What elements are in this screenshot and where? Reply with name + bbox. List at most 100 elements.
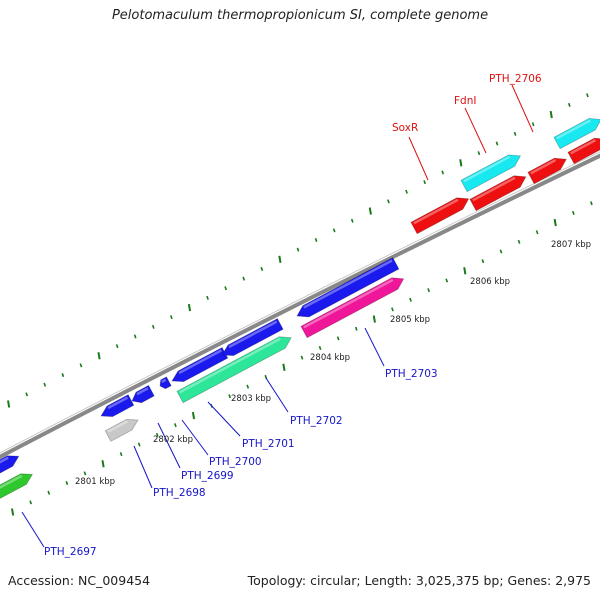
upper-tick (586, 93, 589, 98)
gene-PTH_2697 (0, 455, 20, 474)
backbone-highlight (0, 151, 600, 454)
upper-tick (332, 228, 336, 233)
upper-tick (242, 276, 246, 281)
lower-tick (191, 411, 196, 420)
kbp-label: 2804 kbp (310, 353, 350, 363)
upper-tick (314, 237, 318, 243)
upper-tick (549, 110, 553, 119)
upper-tick (61, 373, 65, 378)
lower-tick (282, 363, 286, 371)
leader-PTH_2700 (181, 419, 209, 456)
lower-tick (553, 218, 557, 227)
lower-tick (246, 384, 250, 389)
lower-tick (354, 326, 358, 331)
lower-tick (300, 355, 304, 360)
leader-PTH_2702 (265, 377, 289, 413)
upper-tick (43, 382, 47, 387)
gene-PTH_2698 (104, 418, 139, 442)
lower-tick (65, 481, 69, 486)
kbp-label: 2803 kbp (231, 394, 271, 404)
upper-tick (278, 255, 282, 263)
kbp-label: 2806 kbp (470, 277, 510, 287)
lower-tick (11, 508, 15, 516)
gene-red-edge (567, 137, 600, 165)
upper-tick (296, 247, 300, 252)
upper-tick (513, 131, 517, 136)
lower-tick (571, 210, 575, 215)
upper-tick (405, 189, 408, 194)
leader-PTH_2703 (364, 327, 385, 367)
gene-small (159, 376, 172, 390)
lower-tick (517, 239, 521, 244)
upper-tick (79, 363, 83, 368)
gene-FdnI (469, 175, 527, 212)
gene-red-right (527, 157, 567, 185)
lower-tick (336, 336, 340, 341)
upper-tick (495, 141, 499, 146)
lower-tick (29, 500, 33, 505)
gene-cyan-1 (460, 154, 522, 193)
upper-tick (423, 180, 426, 185)
kbp-labels: 2801 kbp 2802 kbp 2803 kbp 2804 kbp 2805 kbp… (75, 240, 591, 487)
gene-PTH_2702 (176, 336, 292, 404)
gene-PTH_2699 (100, 394, 135, 418)
upper-tick (187, 303, 192, 312)
gene-PTH_2703 (300, 277, 405, 339)
gene-PTH_2703-top (296, 257, 400, 318)
lower-tick (463, 267, 467, 275)
gene-labels: PTH_2697 PTH_2698 PTH_2699 PTH_2700 PTH_2701… (44, 73, 542, 558)
leader-PTH_2701 (207, 401, 241, 437)
lower-tick (318, 345, 322, 351)
lower-tick (137, 442, 141, 447)
upper-tick (151, 324, 155, 329)
upper-tick (531, 122, 535, 127)
upper-tick (350, 218, 354, 223)
upper-tick (25, 392, 29, 397)
lower-tick (409, 297, 412, 302)
gene-PTH_2701a (171, 346, 229, 383)
lower-tick (47, 490, 51, 495)
upper-tick (170, 315, 173, 320)
label-PTH_2706: PTH_2706 (489, 73, 542, 85)
upper-tick (224, 286, 228, 291)
lower-tick (101, 460, 105, 468)
label-PTH_2700: PTH_2700 (209, 456, 262, 468)
leader-FdnI (464, 107, 487, 154)
kbp-label: 2802 kbp (153, 435, 193, 445)
lower-tick (372, 315, 376, 323)
kbp-label: 2805 kbp (390, 315, 430, 325)
upper-tick (133, 334, 137, 339)
label-PTH_2697: PTH_2697 (44, 546, 97, 558)
upper-tick (115, 344, 119, 349)
label-PTH_2701: PTH_2701 (242, 438, 295, 450)
lower-tick (391, 307, 394, 312)
lower-tick (535, 230, 539, 235)
lower-tick (427, 288, 430, 293)
upper-tick (206, 295, 209, 300)
genome-backbone (0, 151, 600, 460)
leader-PTH_2698 (133, 445, 153, 489)
label-PTH_2703: PTH_2703 (385, 368, 438, 380)
leader-PTH_2706 (511, 84, 534, 133)
leader-SoxR (408, 136, 429, 181)
upper-tick (260, 266, 264, 271)
upper-tick (441, 170, 445, 175)
gene-PTH_2700 (131, 384, 155, 404)
upper-tick (459, 159, 463, 167)
upper-tick (97, 352, 101, 360)
gene-features (0, 117, 600, 499)
upper-tick (387, 199, 390, 204)
gene-PTH_2701b (221, 318, 284, 357)
label-SoxR: SoxR (392, 122, 418, 134)
upper-tick (567, 102, 571, 107)
lower-tick (119, 452, 123, 457)
upper-tick (368, 207, 372, 215)
lower-tick (445, 278, 449, 283)
lower-tick (481, 259, 485, 264)
accession-text: Accession: NC_009454 (8, 573, 151, 588)
lower-tick (174, 423, 177, 428)
label-leaders (21, 84, 534, 548)
label-FdnI: FdnI (454, 95, 476, 107)
leader-PTH_2697 (21, 511, 45, 548)
